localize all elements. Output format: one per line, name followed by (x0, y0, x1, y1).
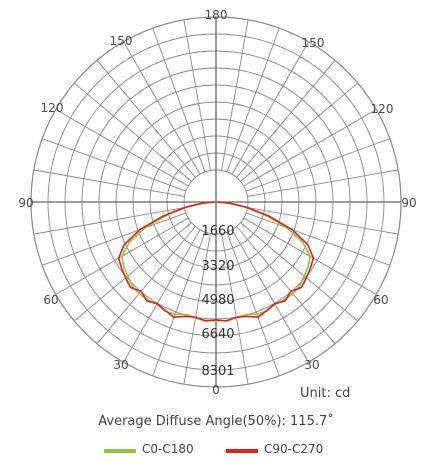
angle-label-30-left: 30 (113, 358, 128, 372)
average-diffuse-angle: Average Diffuse Angle(50%): 115.7˚ (98, 414, 334, 429)
legend-label-c90-c270: C90-C270 (264, 442, 324, 456)
grid-spoke (123, 41, 201, 175)
legend-label-c0-c180: C0-C180 (142, 442, 194, 456)
grid-spoke (247, 207, 399, 235)
grid-spoke (221, 19, 249, 171)
angle-labels: 180 150 150 120 120 90 90 60 60 30 30 0 (18, 8, 416, 397)
polar-grid (30, 16, 402, 388)
grid-spoke (33, 169, 185, 197)
radial-labels: 1660 3320 4980 6640 8301 (201, 224, 234, 379)
legend-swatch-c0-c180 (104, 449, 136, 453)
angle-label-120-left: 120 (41, 101, 64, 115)
radial-label-2: 3320 (201, 259, 234, 274)
radial-label-4: 6640 (201, 327, 234, 342)
radial-label-5: 8301 (201, 364, 234, 379)
angle-label-60-right: 60 (373, 293, 388, 307)
grid-spoke (42, 212, 187, 266)
intensity-curves (117, 201, 315, 322)
grid-spoke (226, 28, 280, 173)
angle-label-0: 0 (212, 383, 220, 397)
grid-spoke (221, 233, 249, 385)
grid-spoke (247, 169, 399, 197)
legend-swatch-c90-c270 (226, 449, 258, 453)
grid-spoke (231, 41, 309, 175)
grid-spoke (73, 222, 192, 322)
angle-label-60-left: 60 (43, 293, 58, 307)
grid-spoke (55, 109, 189, 187)
grid-spoke (73, 82, 192, 182)
radial-label-1: 1660 (201, 224, 234, 239)
angle-label-30-right: 30 (304, 358, 319, 372)
grid-spoke (183, 19, 211, 171)
grid-spoke (42, 138, 187, 192)
legend: C0-C180 C90-C270 (0, 442, 432, 460)
radial-label-3: 4980 (201, 293, 234, 308)
curve-c90-c270 (117, 201, 315, 322)
angle-label-150-right: 150 (302, 36, 325, 50)
grid-spoke (152, 231, 206, 376)
unit-label: Unit: cd (300, 386, 351, 401)
angle-label-120-right: 120 (371, 102, 394, 116)
angle-label-180: 180 (205, 8, 228, 22)
grid-spoke (226, 231, 280, 376)
grid-spoke (245, 212, 390, 266)
grid-spoke (96, 59, 196, 178)
grid-spoke (236, 59, 336, 178)
grid-spoke (240, 222, 359, 322)
grid-spoke (243, 109, 377, 187)
grid-spoke (152, 28, 206, 173)
grid-spoke (33, 207, 185, 235)
grid-spoke (236, 226, 336, 345)
grid-spoke (240, 82, 359, 182)
angle-label-150-left: 150 (110, 34, 133, 48)
grid-spoke (123, 229, 201, 363)
grid-spoke (183, 233, 211, 385)
angle-label-90-right: 90 (401, 196, 416, 210)
grid-spoke (231, 229, 309, 363)
grid-spoke (96, 226, 196, 345)
angle-label-90-left: 90 (18, 196, 33, 210)
grid-spoke (245, 138, 390, 192)
